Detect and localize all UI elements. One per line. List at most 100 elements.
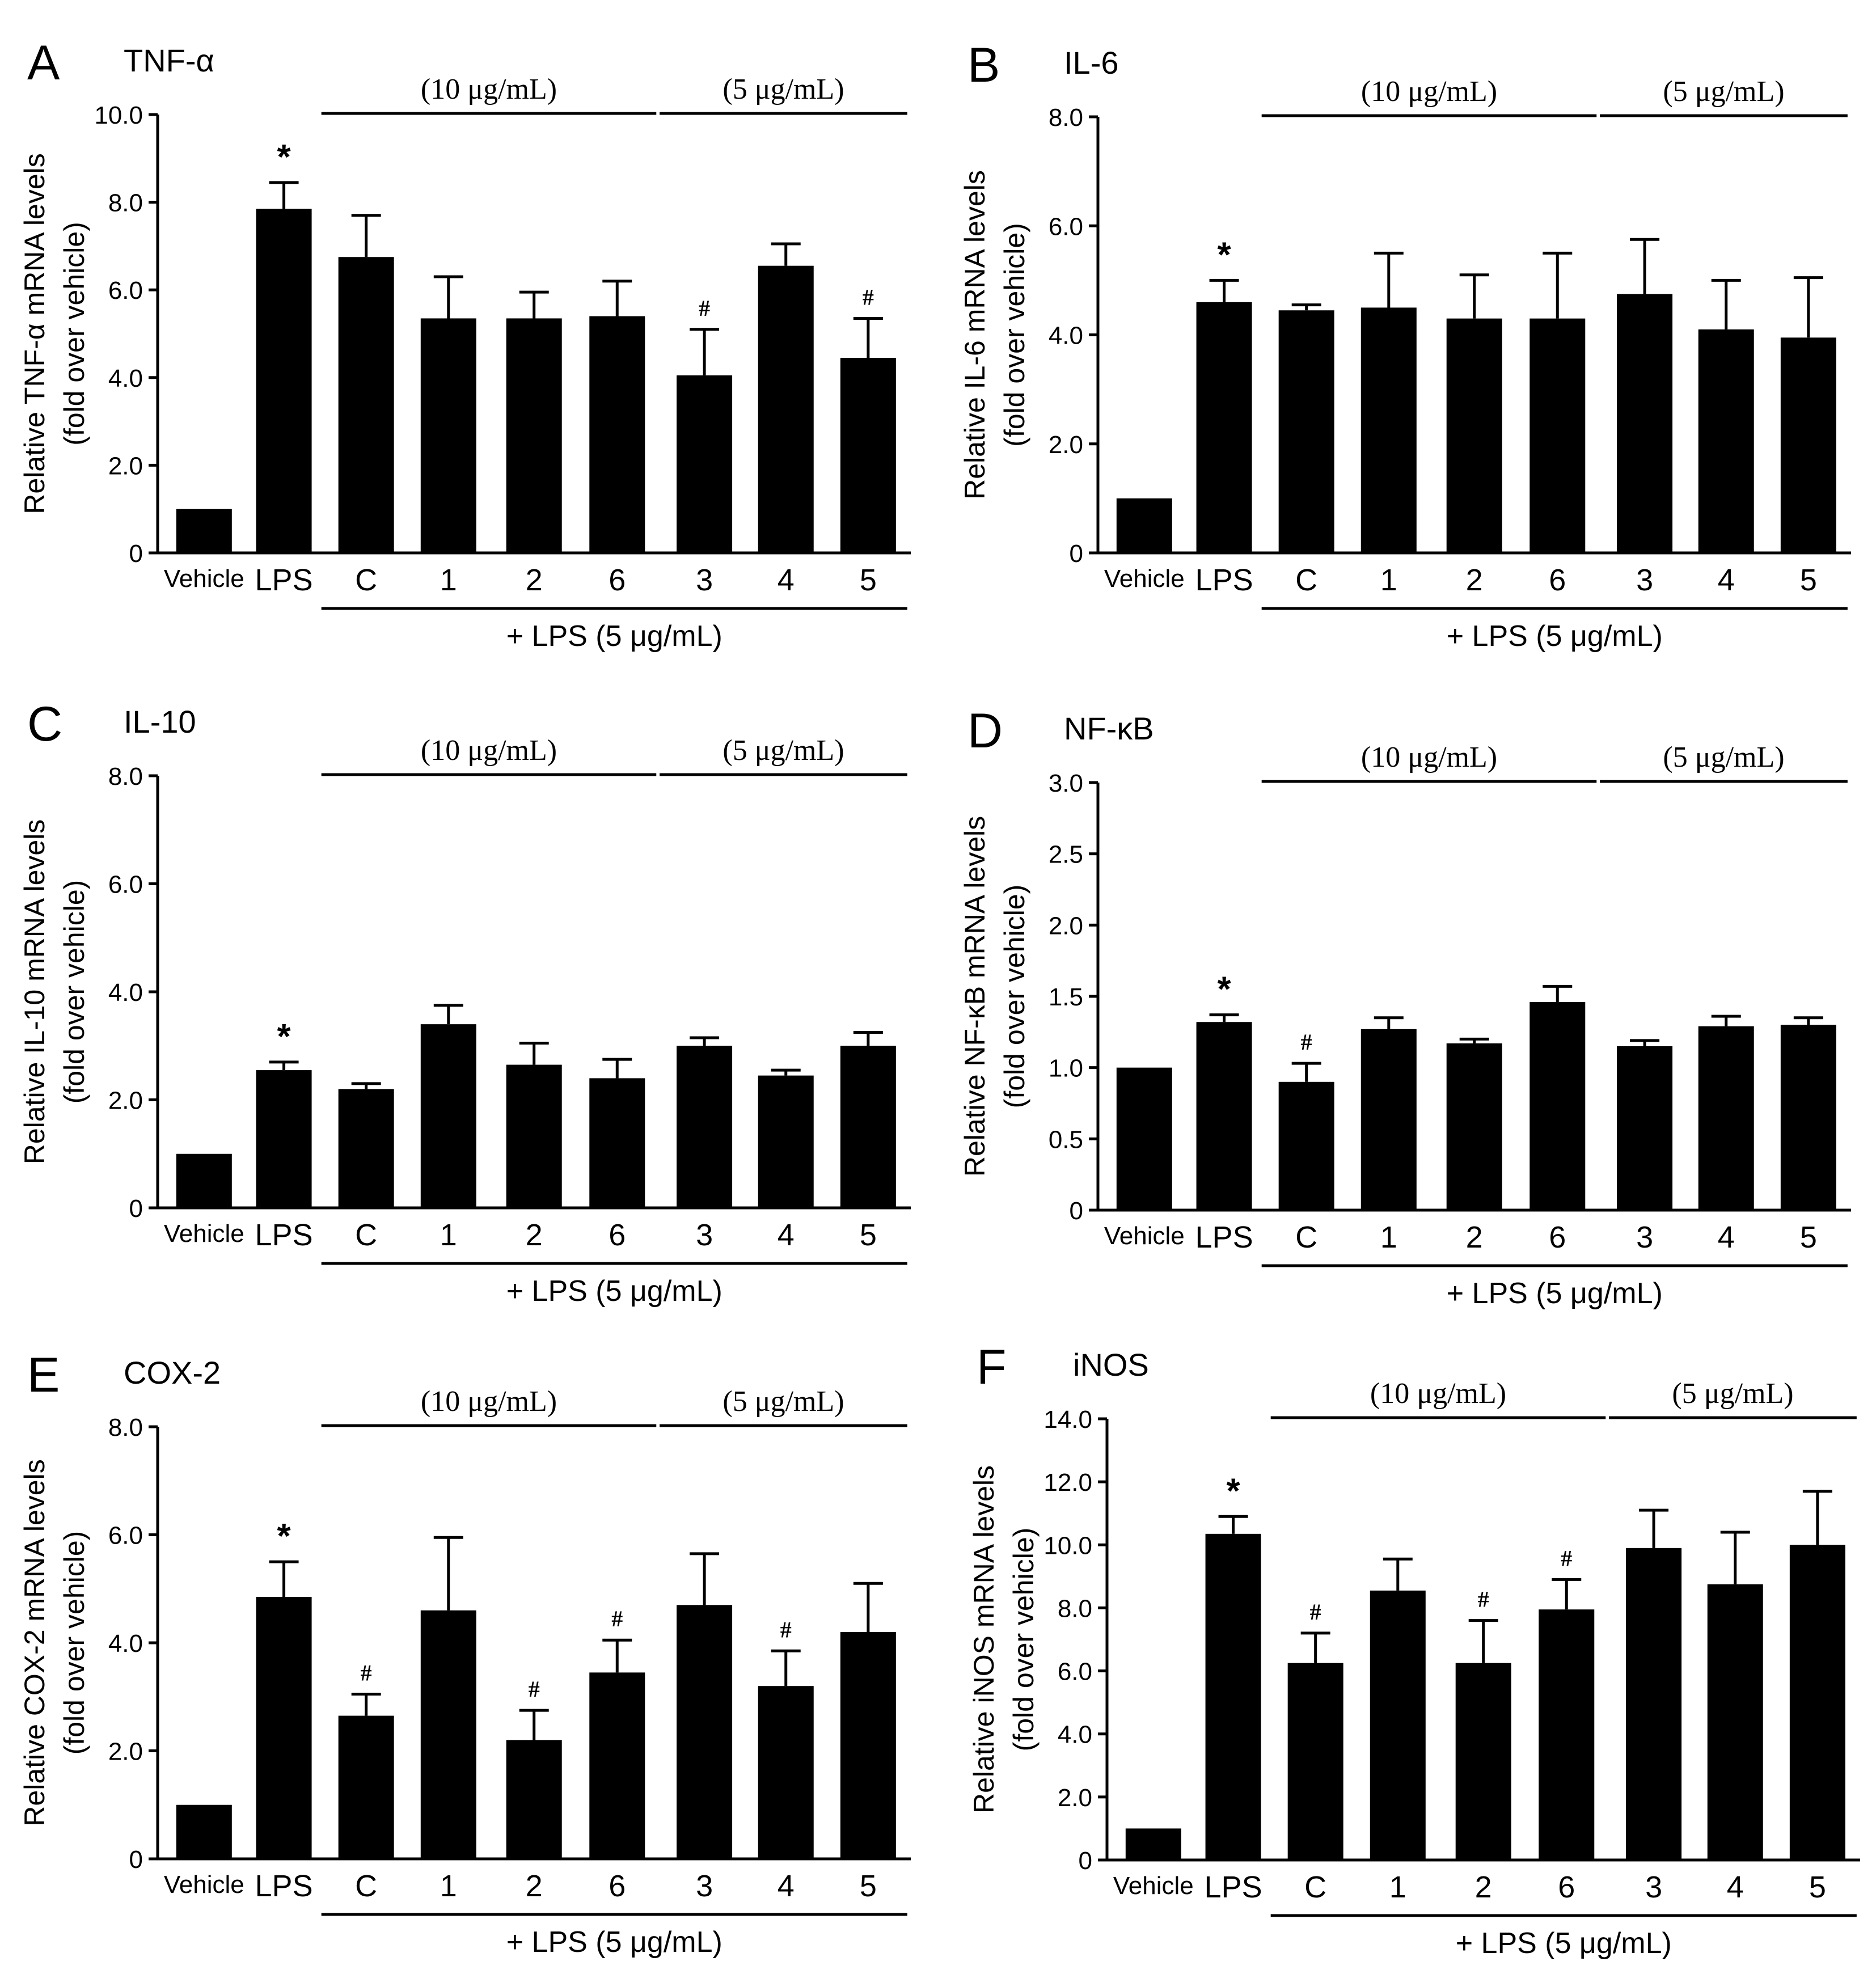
category-label: LPS: [255, 1218, 313, 1252]
group-label-10: (10 μg/mL): [421, 73, 557, 105]
y-axis-label-unit: (fold over vehicle): [999, 223, 1030, 447]
y-tick-label: 0: [1070, 1197, 1083, 1225]
bar: [1370, 1590, 1426, 1860]
category-label: 3: [1636, 1220, 1653, 1254]
x-axis-label: + LPS (5 μg/mL): [1456, 1927, 1672, 1960]
y-tick-label: 2.0: [108, 452, 143, 480]
group-label-10: (10 μg/mL): [1361, 741, 1497, 773]
category-label: 6: [609, 1869, 626, 1903]
category-label: 6: [609, 563, 626, 597]
bar: [506, 318, 562, 553]
y-axis-label-unit: (fold over vehicle): [58, 222, 90, 446]
significance-star: *: [1217, 235, 1231, 274]
category-label: 1: [440, 1218, 457, 1252]
category-label: 4: [778, 1869, 795, 1903]
category-label: C: [355, 1869, 377, 1903]
y-tick-label: 10.0: [1043, 1532, 1092, 1559]
category-label: 1: [1380, 563, 1397, 597]
y-axis-label-unit: (fold over vehicle): [999, 885, 1030, 1109]
category-label: 5: [860, 1218, 877, 1252]
category-label: 3: [696, 1218, 713, 1252]
significance-star: *: [277, 138, 291, 177]
bar: [589, 1672, 645, 1859]
bar: [677, 1046, 733, 1208]
y-axis-label: Relative iNOS mRNA levels: [968, 1465, 1000, 1813]
bar: [420, 1610, 476, 1859]
bar: [256, 1070, 312, 1208]
y-tick-label: 4.0: [108, 979, 143, 1007]
category-label: 4: [778, 563, 795, 597]
bar: [420, 1024, 476, 1208]
category-label: 6: [1549, 563, 1566, 597]
y-tick-label: 10.0: [94, 102, 143, 129]
category-label: 2: [1466, 1220, 1483, 1254]
bar: [1780, 1025, 1836, 1210]
panel-letter: E: [27, 1348, 60, 1402]
panel-letter: A: [27, 36, 60, 90]
group-label-5: (5 μg/mL): [722, 734, 844, 767]
bar: [176, 509, 232, 553]
bar: [1707, 1584, 1763, 1860]
bar: [1529, 318, 1586, 553]
category-label: LPS: [1205, 1870, 1262, 1904]
significance-star: *: [277, 1017, 291, 1056]
significance-hash: #: [863, 284, 874, 310]
y-tick-label: 2.0: [1049, 431, 1083, 459]
y-tick-label: 0: [129, 1195, 143, 1223]
category-label: 2: [1475, 1870, 1492, 1904]
panel-title: COX-2: [124, 1355, 221, 1390]
x-axis-label: + LPS (5 μg/mL): [506, 1926, 722, 1959]
category-label: 2: [526, 1869, 543, 1903]
y-tick-label: 1.0: [1049, 1055, 1083, 1083]
y-tick-label: 6.0: [1049, 213, 1083, 240]
category-label: Vehicle: [164, 1871, 244, 1899]
category-label: 4: [1718, 1220, 1735, 1254]
bar: [1125, 1828, 1181, 1860]
panel-title: iNOS: [1073, 1347, 1149, 1383]
bar: [506, 1740, 562, 1859]
panel-title: IL-10: [124, 704, 196, 739]
y-tick-label: 6.0: [108, 1522, 143, 1550]
bar: [677, 1605, 733, 1859]
y-axis-label: Relative IL-6 mRNA levels: [959, 170, 991, 500]
bar: [1360, 1029, 1417, 1210]
category-label: LPS: [1195, 1220, 1253, 1254]
category-label: C: [355, 563, 377, 597]
y-tick-label: 14.0: [1043, 1406, 1092, 1434]
bar: [1698, 1026, 1754, 1210]
category-label: 5: [860, 1869, 877, 1903]
category-label: 3: [696, 563, 713, 597]
bar: [176, 1804, 232, 1859]
panel-title: TNF-α: [124, 43, 214, 78]
y-axis-label: Relative COX-2 mRNA levels: [19, 1459, 50, 1826]
bar: [1789, 1545, 1845, 1860]
group-label-10: (10 μg/mL): [421, 734, 557, 767]
y-tick-label: 4.0: [1049, 322, 1083, 350]
bar: [840, 1046, 896, 1208]
category-label: 2: [1466, 563, 1483, 597]
y-tick-label: 6.0: [1058, 1658, 1092, 1686]
y-axis-label: Relative IL-10 mRNA levels: [19, 819, 50, 1165]
group-label-10: (10 μg/mL): [1361, 75, 1497, 108]
category-label: C: [1304, 1870, 1326, 1904]
y-axis-label: Relative TNF-α mRNA levels: [19, 153, 50, 514]
significance-star: *: [1226, 1472, 1240, 1511]
significance-hash: #: [1310, 1599, 1321, 1625]
y-axis-label-unit: (fold over vehicle): [58, 1531, 90, 1755]
category-label: C: [1295, 563, 1317, 597]
group-label-5: (5 μg/mL): [722, 73, 844, 105]
bar: [840, 358, 896, 553]
bar: [1529, 1002, 1586, 1210]
bar: [1617, 294, 1673, 553]
panel-c: C IL-10 0 2.0 4.0 6.0 8.0 Relative IL-10 mRNA l…: [19, 697, 911, 1308]
group-label-5: (5 μg/mL): [1663, 741, 1784, 773]
y-tick-label: 8.0: [108, 763, 143, 790]
bar: [758, 265, 814, 553]
panel-a: A TNF-α 0 2.0 4.0 6.0 8.0 10.0 Relative TNF-α mR…: [19, 36, 911, 653]
group-label-10: (10 μg/mL): [1370, 1377, 1506, 1410]
category-label: LPS: [255, 1869, 313, 1903]
y-tick-label: 8.0: [108, 189, 143, 217]
panel-e: E COX-2 0 2.0 4.0 6.0 8.0 Relative COX-2 mRNA l…: [19, 1348, 911, 1959]
bar: [840, 1631, 896, 1859]
y-tick-label: 8.0: [1049, 104, 1083, 132]
